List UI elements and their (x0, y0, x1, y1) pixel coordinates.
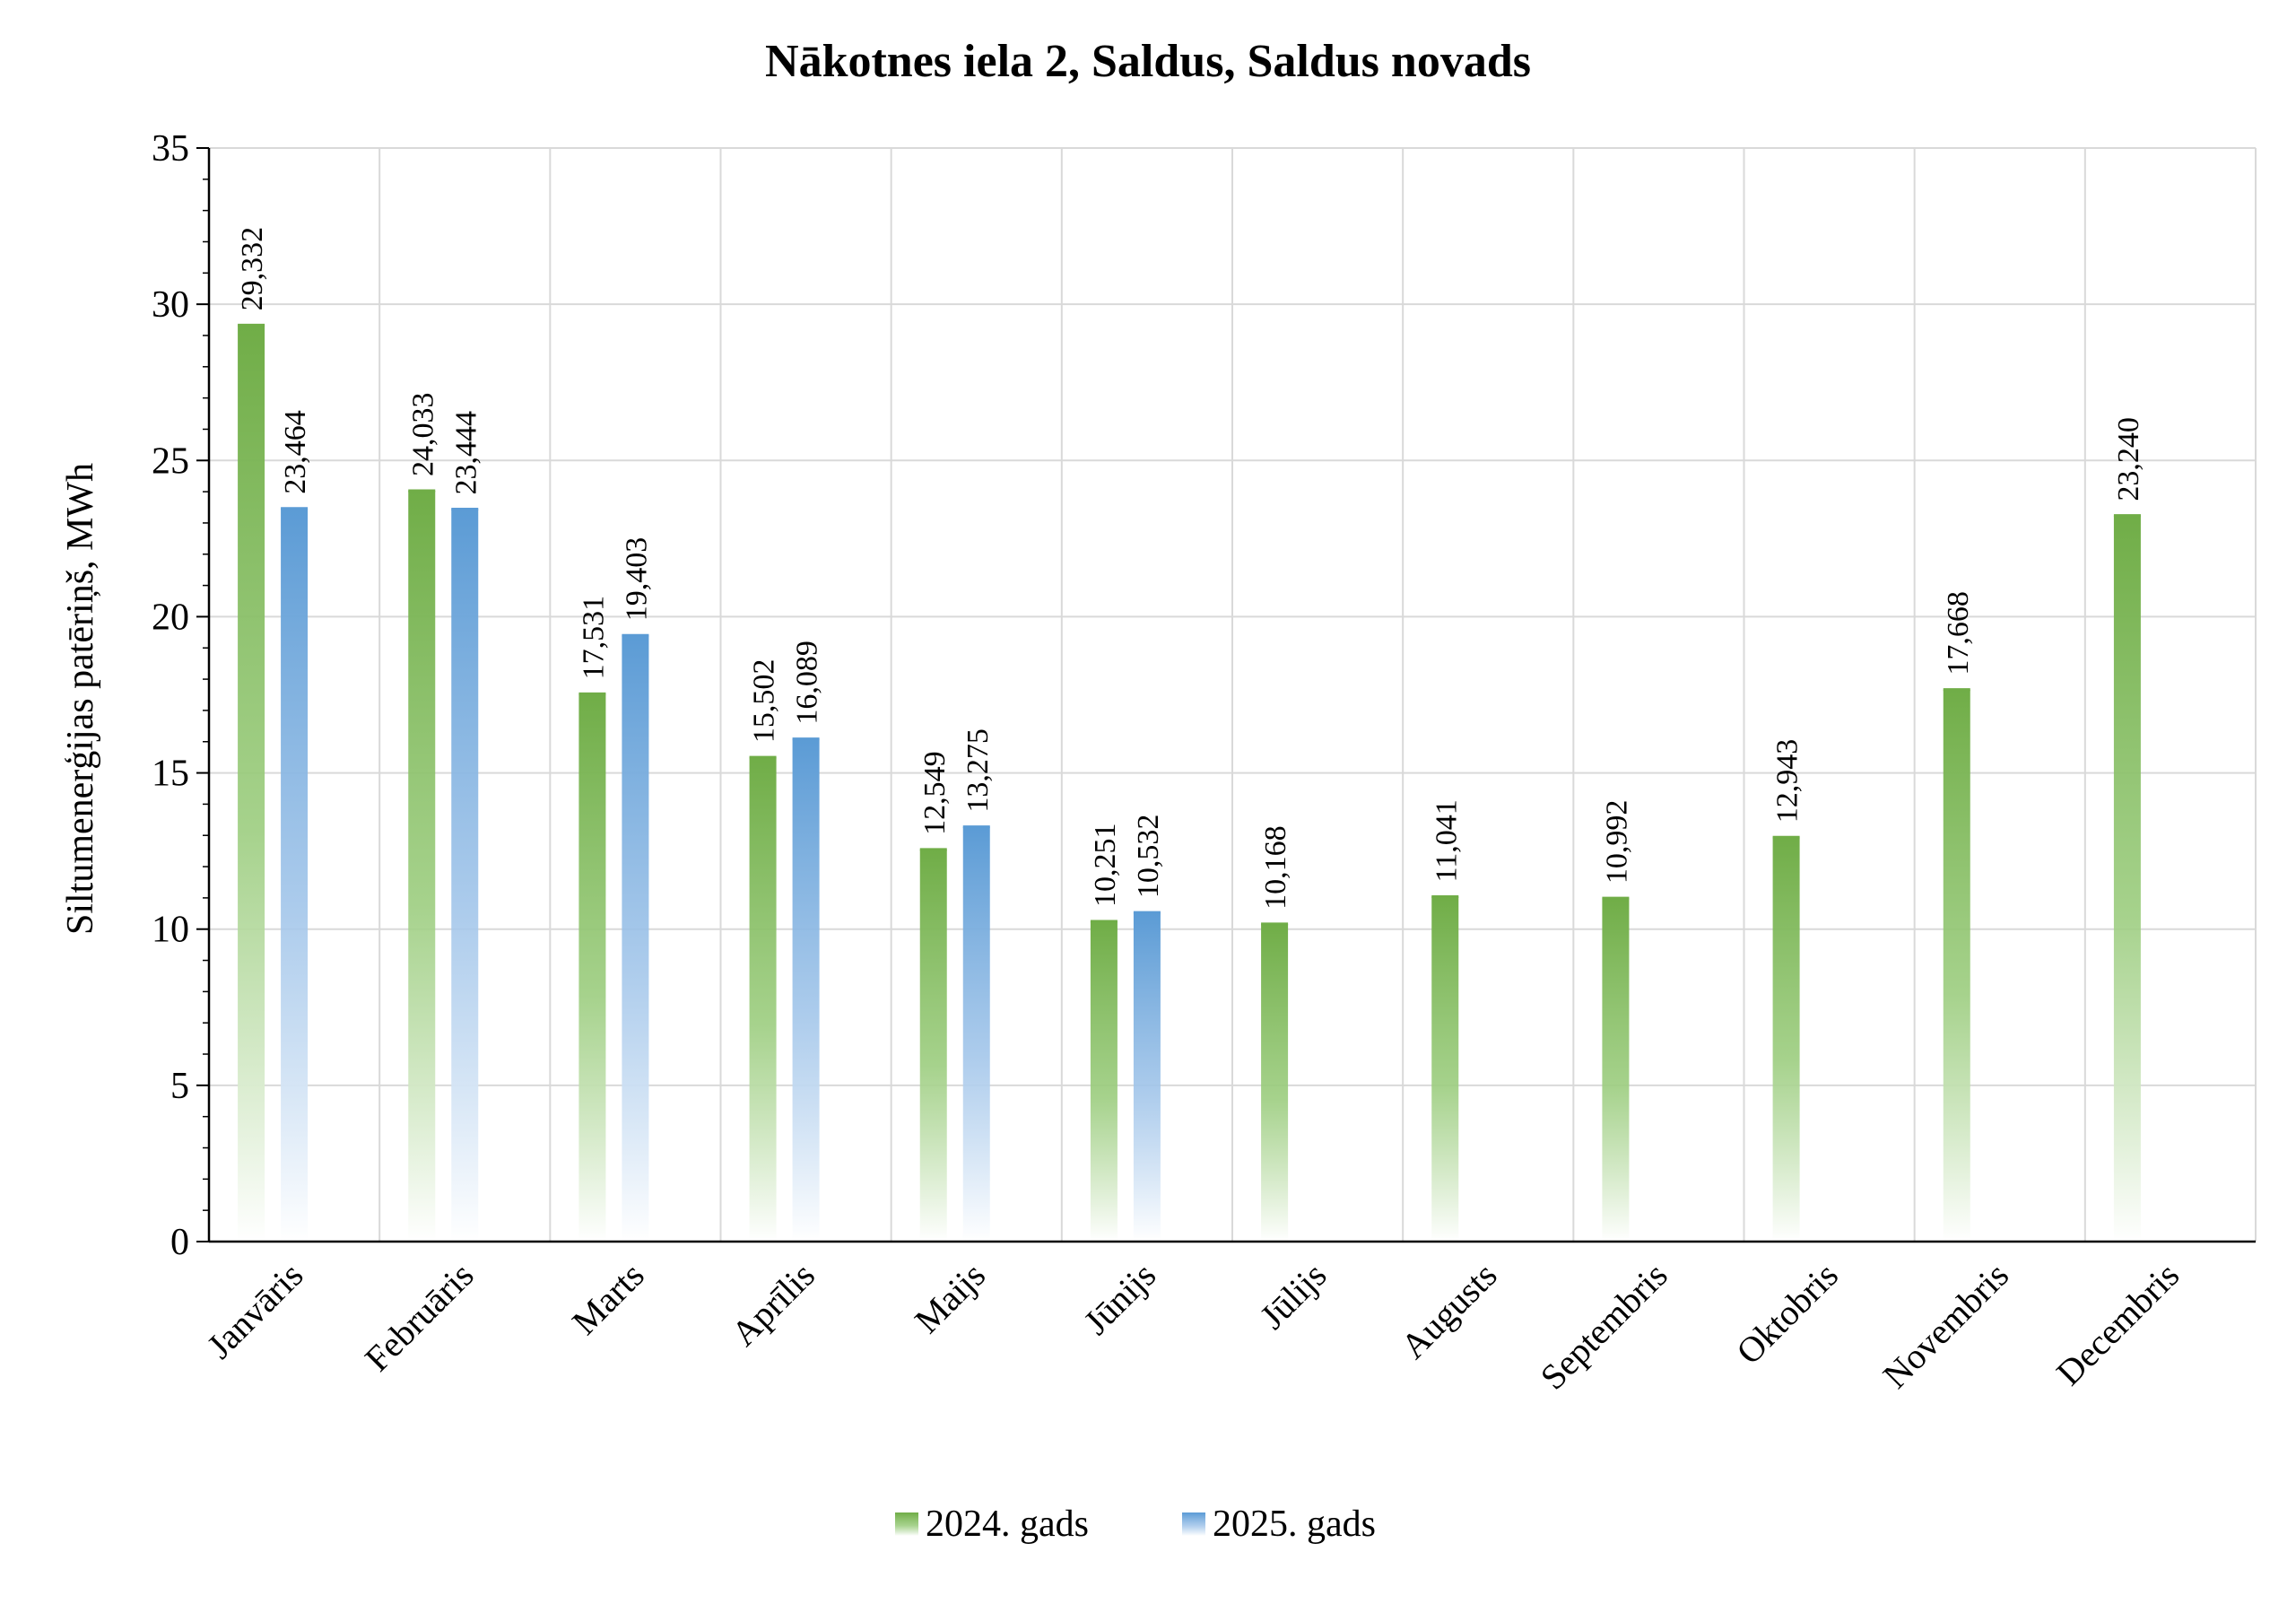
legend-label: 2025. gads (1213, 1504, 1376, 1545)
bar-series1 (578, 693, 606, 1242)
x-tick-label: Februāris (357, 1255, 482, 1380)
legend-swatch (895, 1512, 918, 1536)
data-label: 12,943 (1771, 739, 1805, 824)
data-label: 17,668 (1942, 591, 1975, 676)
data-label: 23,444 (449, 411, 483, 495)
bars (238, 323, 2141, 1242)
legend-swatch (1182, 1512, 1205, 1536)
x-tick-label: Novembris (1875, 1255, 2017, 1397)
chart-title: Nākotnes iela 2, Saldus, Saldus novads (765, 36, 1531, 87)
y-tick-label: 35 (152, 128, 189, 170)
bar-series1 (1431, 896, 1459, 1242)
bar-series2 (962, 826, 990, 1242)
bar-series1 (2113, 515, 2141, 1242)
gridlines (209, 147, 2257, 1242)
bar-series2 (451, 509, 479, 1242)
bar-series2 (792, 738, 820, 1242)
data-label: 19,403 (620, 537, 653, 622)
data-label: 23,240 (2112, 417, 2145, 501)
data-label: 23,464 (279, 410, 312, 494)
y-tick-label: 0 (170, 1222, 189, 1263)
bar-series1 (408, 490, 436, 1242)
y-tick-label: 25 (152, 440, 189, 482)
bar-series1 (1602, 898, 1630, 1242)
legend-label: 2024. gads (926, 1504, 1089, 1545)
y-axis-label: Siltumenerģijas patēriņš, MWh (60, 463, 101, 935)
bar-series2 (1133, 912, 1161, 1242)
bar-series1 (1261, 923, 1289, 1242)
data-label: 10,992 (1600, 800, 1633, 885)
data-label: 10,251 (1089, 823, 1122, 907)
data-label: 10,168 (1259, 825, 1292, 910)
data-label: 29,332 (236, 227, 269, 311)
x-tick-label: Oktobris (1728, 1255, 1846, 1373)
data-label: 17,531 (577, 596, 610, 680)
x-tick-label: Marts (564, 1255, 652, 1343)
y-tick-label: 5 (170, 1066, 189, 1107)
data-label: 15,502 (748, 659, 781, 744)
x-tick-label: Augusts (1393, 1255, 1505, 1367)
y-tick-label: 10 (152, 910, 189, 951)
data-label: 12,549 (918, 751, 952, 835)
bar-series2 (281, 508, 309, 1242)
legend: 2024. gads 2025. gads (895, 1504, 1376, 1545)
x-tick-label: Janvāris (199, 1255, 311, 1367)
bar-series1 (749, 757, 777, 1242)
bar-series1 (238, 325, 265, 1242)
bar-series1 (1090, 920, 1118, 1242)
data-label: 13,275 (961, 728, 995, 813)
y-tick-label: 30 (152, 284, 189, 326)
bar-series1 (1943, 689, 1970, 1242)
data-labels: 29,332 24,033 17,531 15,502 12,549 10,251 10,1… (236, 227, 2145, 910)
bar-series1 (1772, 837, 1800, 1242)
data-label: 16,089 (791, 641, 824, 725)
data-label: 11,041 (1430, 799, 1463, 882)
x-tick-label: Septembris (1533, 1255, 1675, 1398)
x-tick-label: Jūlijs (1252, 1255, 1335, 1338)
x-tick-label: Aprīlis (724, 1255, 822, 1354)
x-tick-label: Maijs (907, 1255, 993, 1341)
x-tick-label: Jūnijs (1075, 1255, 1163, 1343)
x-tick-label: Decembris (2048, 1255, 2187, 1393)
bar-series1 (919, 849, 947, 1242)
y-tick-label: 20 (152, 597, 189, 638)
data-label: 10,532 (1132, 815, 1165, 899)
data-label: 24,033 (406, 392, 439, 476)
bar-series2 (622, 635, 649, 1242)
y-tick-label: 15 (152, 754, 189, 795)
